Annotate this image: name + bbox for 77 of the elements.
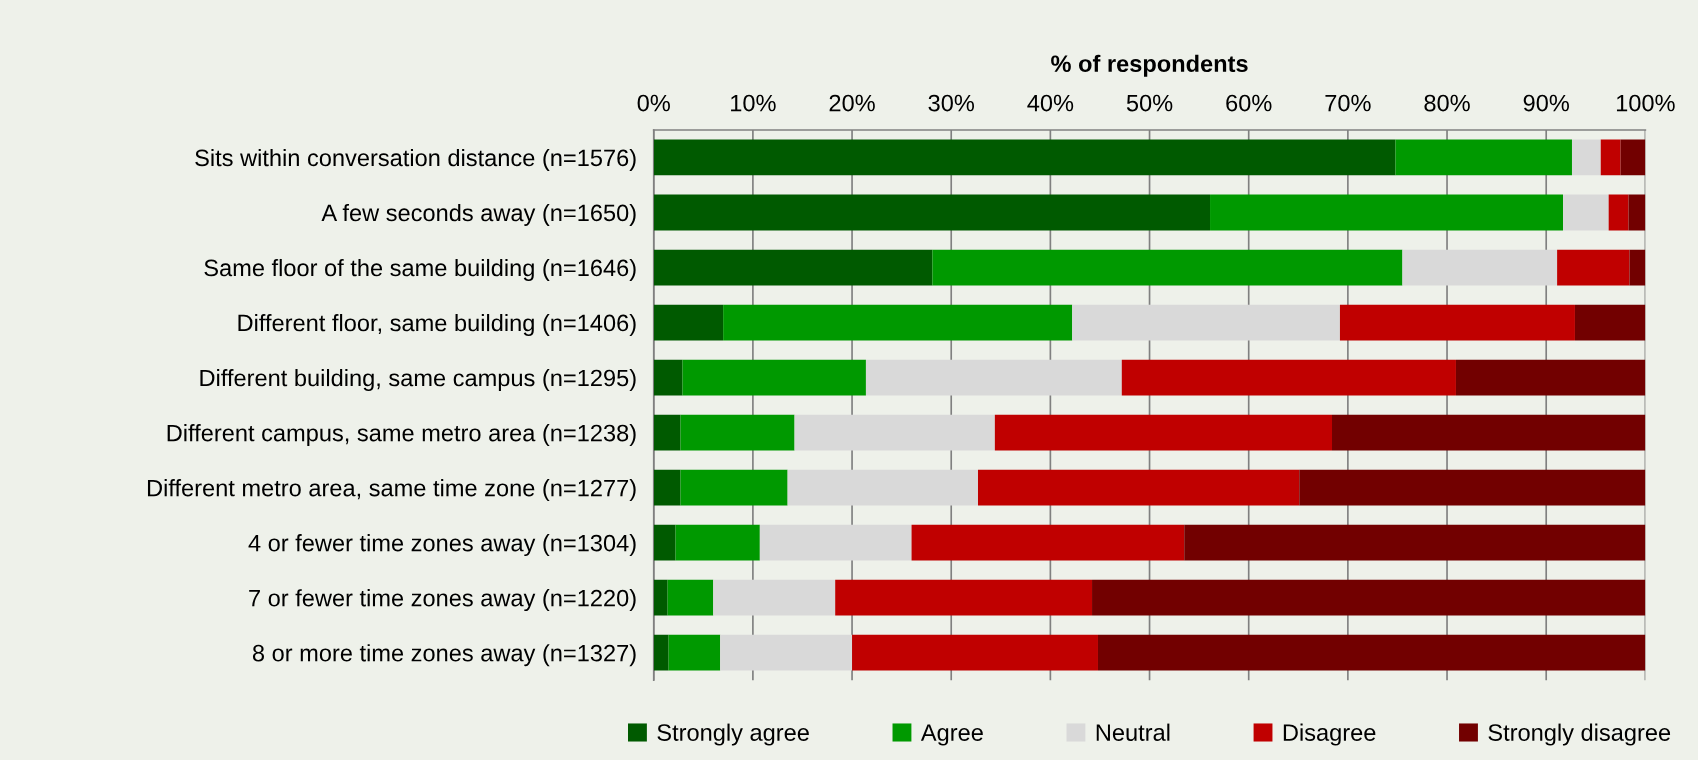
bar bbox=[835, 579, 1093, 616]
bar bbox=[653, 304, 724, 341]
x-tick-label: 40% bbox=[1027, 94, 1074, 112]
y-tick-label: 7 or fewer time zones away (n=1220) bbox=[249, 589, 636, 612]
bar bbox=[1628, 194, 1646, 231]
legend-label: Disagree bbox=[1283, 723, 1376, 746]
bar bbox=[653, 249, 933, 286]
bar bbox=[653, 579, 668, 616]
bar bbox=[759, 524, 912, 561]
bar bbox=[1402, 249, 1558, 286]
bar bbox=[653, 139, 1396, 176]
y-tick-label: Sits within conversation distance (n=1576) bbox=[195, 148, 636, 171]
bar bbox=[911, 524, 1185, 561]
bar bbox=[668, 634, 721, 671]
y-tick-label: 8 or more time zones away (n=1327) bbox=[252, 644, 636, 667]
x-tick-label: 20% bbox=[829, 94, 875, 112]
y-tick-label: Different metro area, same time zone (n=1277) bbox=[147, 479, 636, 502]
bar bbox=[1210, 194, 1564, 231]
y-tick-label: 4 or fewer time zones away (n=1304) bbox=[248, 534, 636, 557]
bar bbox=[1184, 524, 1646, 561]
bar bbox=[1072, 304, 1340, 341]
bar bbox=[1097, 634, 1646, 671]
bar bbox=[723, 304, 1073, 341]
y-tick-label: Different building, same campus (n=1295) bbox=[200, 369, 636, 392]
bar bbox=[667, 579, 714, 616]
bar bbox=[787, 469, 978, 506]
bar bbox=[680, 469, 788, 506]
x-tick-label: 60% bbox=[1226, 94, 1272, 112]
bar bbox=[1395, 139, 1572, 176]
y-tick-label: Different floor, same building (n=1406) bbox=[238, 313, 636, 336]
bar bbox=[932, 249, 1403, 286]
x-tick-label: 30% bbox=[928, 94, 975, 112]
bar bbox=[1563, 194, 1609, 231]
bar bbox=[1557, 249, 1630, 286]
bar bbox=[720, 634, 853, 671]
bar bbox=[653, 469, 681, 506]
legend-label: Neutral bbox=[1096, 723, 1170, 741]
legend-label: Strongly disagree bbox=[1488, 723, 1671, 746]
bar bbox=[682, 359, 866, 396]
bar bbox=[1332, 414, 1646, 451]
x-tick-label: 80% bbox=[1424, 94, 1470, 112]
bar bbox=[852, 634, 1098, 671]
y-tick-label: Different campus, same metro area (n=1238) bbox=[167, 424, 636, 447]
legend-label: Agree bbox=[920, 724, 983, 746]
x-tick-label: 10% bbox=[731, 94, 776, 112]
bar bbox=[713, 579, 836, 616]
x-tick-label: 70% bbox=[1325, 94, 1371, 112]
x-tick-label: 50% bbox=[1126, 94, 1173, 112]
bar bbox=[994, 414, 1333, 451]
y-tick-label: A few seconds away (n=1650) bbox=[321, 203, 636, 226]
x-tick-label: 100% bbox=[1616, 94, 1675, 112]
x-tick-label: 90% bbox=[1523, 94, 1569, 112]
bar bbox=[1571, 139, 1601, 176]
bar bbox=[977, 469, 1300, 506]
bar bbox=[675, 524, 760, 561]
x-tick-label: 0% bbox=[637, 94, 670, 112]
bar bbox=[1629, 249, 1646, 286]
bar bbox=[1455, 359, 1646, 396]
y-tick-label: Same floor of the same building (n=1646) bbox=[204, 258, 636, 281]
bar bbox=[1574, 304, 1646, 341]
bar bbox=[1121, 359, 1456, 396]
x-axis-title: % of respondents bbox=[1051, 54, 1248, 77]
bar bbox=[653, 634, 669, 671]
bar bbox=[1339, 304, 1575, 341]
legend-label: Strongly agree bbox=[657, 723, 809, 746]
bar bbox=[1092, 579, 1646, 616]
bar bbox=[680, 414, 795, 451]
bar bbox=[1600, 139, 1621, 176]
bar bbox=[653, 414, 681, 451]
bar bbox=[653, 194, 1211, 231]
bar bbox=[653, 524, 676, 561]
bar bbox=[794, 414, 995, 451]
bar bbox=[653, 359, 683, 396]
bar bbox=[1608, 194, 1629, 231]
bar bbox=[1620, 139, 1646, 176]
bar bbox=[1299, 469, 1646, 506]
bar bbox=[865, 359, 1122, 396]
